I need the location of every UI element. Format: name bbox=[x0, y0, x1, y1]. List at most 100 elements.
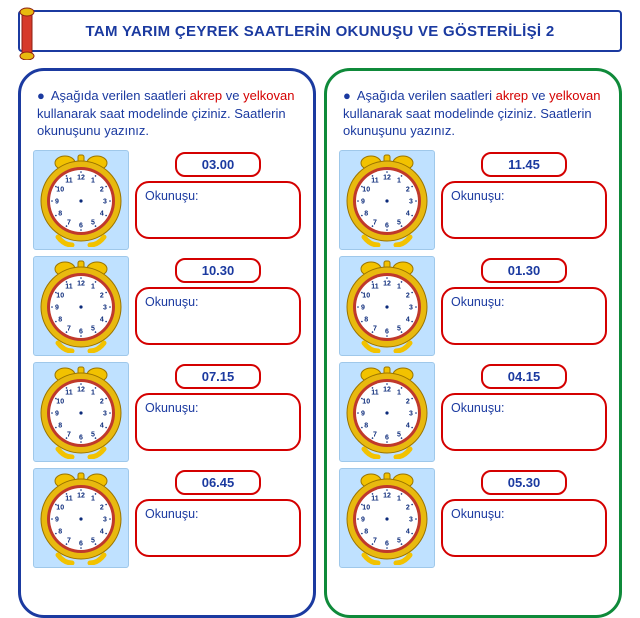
svg-text:9: 9 bbox=[55, 410, 59, 417]
svg-text:4: 4 bbox=[406, 528, 410, 535]
left-instruction: ●Aşağıda verilen saatleri akrep ve yelko… bbox=[37, 87, 297, 140]
svg-text:7: 7 bbox=[373, 325, 377, 332]
bullet-icon: ● bbox=[343, 88, 351, 103]
exercise-fields: 01.30 Okunuşu: bbox=[441, 256, 607, 345]
given-time: 04.15 bbox=[481, 364, 567, 389]
svg-text:11: 11 bbox=[65, 283, 73, 290]
svg-text:2: 2 bbox=[100, 292, 104, 299]
svg-text:12: 12 bbox=[77, 174, 85, 181]
exercise-fields: 10.30 Okunuşu: bbox=[135, 256, 301, 345]
exercise-row: 121234567891011 05.30 Okunuşu: bbox=[339, 468, 607, 568]
svg-text:9: 9 bbox=[361, 410, 365, 417]
okunusu-label: Okunuşu: bbox=[145, 295, 199, 309]
exercise-row: 121234567891011 10.30 Okunuşu: bbox=[33, 256, 301, 356]
okunusu-box[interactable]: Okunuşu: bbox=[135, 499, 301, 557]
okunusu-box[interactable]: Okunuşu: bbox=[135, 181, 301, 239]
given-time: 01.30 bbox=[481, 258, 567, 283]
yelkovan-word: yelkovan bbox=[243, 88, 294, 103]
svg-text:5: 5 bbox=[91, 431, 95, 438]
clock-tile: 121234567891011 bbox=[33, 256, 129, 356]
right-panel: ●Aşağıda verilen saatleri akrep ve yelko… bbox=[324, 68, 622, 618]
okunusu-box[interactable]: Okunuşu: bbox=[441, 181, 607, 239]
svg-text:1: 1 bbox=[397, 495, 401, 502]
okunusu-box[interactable]: Okunuşu: bbox=[441, 287, 607, 345]
svg-text:10: 10 bbox=[362, 504, 370, 511]
svg-text:4: 4 bbox=[100, 528, 104, 535]
svg-text:12: 12 bbox=[383, 174, 391, 181]
svg-text:9: 9 bbox=[55, 304, 59, 311]
title-banner: TAM YARIM ÇEYREK SAATLERİN OKUNUŞU VE GÖ… bbox=[18, 10, 622, 52]
svg-text:10: 10 bbox=[56, 398, 64, 405]
okunusu-box[interactable]: Okunuşu: bbox=[135, 287, 301, 345]
svg-text:10: 10 bbox=[56, 292, 64, 299]
exercise-row: 121234567891011 03.00 Okunuşu: bbox=[33, 150, 301, 250]
okunusu-label: Okunuşu: bbox=[451, 189, 505, 203]
svg-text:7: 7 bbox=[67, 431, 71, 438]
okunusu-box[interactable]: Okunuşu: bbox=[441, 499, 607, 557]
clock-tile: 121234567891011 bbox=[33, 468, 129, 568]
okunusu-label: Okunuşu: bbox=[145, 189, 199, 203]
clock-tile: 121234567891011 bbox=[339, 150, 435, 250]
yelkovan-word: yelkovan bbox=[549, 88, 600, 103]
svg-text:9: 9 bbox=[361, 516, 365, 523]
svg-text:7: 7 bbox=[373, 537, 377, 544]
svg-text:4: 4 bbox=[100, 210, 104, 217]
svg-text:9: 9 bbox=[55, 198, 59, 205]
svg-text:1: 1 bbox=[397, 177, 401, 184]
svg-text:9: 9 bbox=[361, 304, 365, 311]
svg-text:8: 8 bbox=[58, 316, 62, 323]
exercise-fields: 11.45 Okunuşu: bbox=[441, 150, 607, 239]
svg-text:6: 6 bbox=[79, 434, 83, 441]
given-time: 03.00 bbox=[175, 152, 261, 177]
svg-text:12: 12 bbox=[77, 386, 85, 393]
clock-tile: 121234567891011 bbox=[339, 468, 435, 568]
svg-text:2: 2 bbox=[100, 504, 104, 511]
svg-text:10: 10 bbox=[362, 292, 370, 299]
svg-text:11: 11 bbox=[65, 177, 73, 184]
svg-text:11: 11 bbox=[65, 389, 73, 396]
svg-text:12: 12 bbox=[77, 492, 85, 499]
svg-text:6: 6 bbox=[79, 328, 83, 335]
exercise-row: 121234567891011 11.45 Okunuşu: bbox=[339, 150, 607, 250]
okunusu-label: Okunuşu: bbox=[145, 507, 199, 521]
okunusu-box[interactable]: Okunuşu: bbox=[441, 393, 607, 451]
svg-text:10: 10 bbox=[362, 398, 370, 405]
svg-text:7: 7 bbox=[67, 537, 71, 544]
svg-text:6: 6 bbox=[385, 222, 389, 229]
svg-text:5: 5 bbox=[91, 537, 95, 544]
svg-text:6: 6 bbox=[385, 540, 389, 547]
svg-text:1: 1 bbox=[397, 283, 401, 290]
akrep-word: akrep bbox=[496, 88, 529, 103]
svg-text:6: 6 bbox=[385, 434, 389, 441]
exercise-row: 121234567891011 04.15 Okunuşu: bbox=[339, 362, 607, 462]
exercise-row: 121234567891011 01.30 Okunuşu: bbox=[339, 256, 607, 356]
svg-text:11: 11 bbox=[371, 495, 379, 502]
svg-text:11: 11 bbox=[65, 495, 73, 502]
svg-text:5: 5 bbox=[397, 219, 401, 226]
okunusu-box[interactable]: Okunuşu: bbox=[135, 393, 301, 451]
svg-text:5: 5 bbox=[397, 537, 401, 544]
svg-text:10: 10 bbox=[56, 504, 64, 511]
alarm-clock-icon: 121234567891011 bbox=[37, 365, 125, 459]
svg-text:4: 4 bbox=[406, 422, 410, 429]
svg-text:8: 8 bbox=[58, 210, 62, 217]
clock-tile: 121234567891011 bbox=[339, 256, 435, 356]
left-panel: ●Aşağıda verilen saatleri akrep ve yelko… bbox=[18, 68, 316, 618]
svg-text:5: 5 bbox=[91, 219, 95, 226]
svg-text:1: 1 bbox=[91, 177, 95, 184]
svg-text:3: 3 bbox=[103, 304, 107, 311]
svg-text:7: 7 bbox=[373, 219, 377, 226]
alarm-clock-icon: 121234567891011 bbox=[343, 471, 431, 565]
svg-text:11: 11 bbox=[371, 389, 379, 396]
svg-text:3: 3 bbox=[409, 410, 413, 417]
alarm-clock-icon: 121234567891011 bbox=[37, 259, 125, 353]
given-time: 06.45 bbox=[175, 470, 261, 495]
svg-text:8: 8 bbox=[364, 528, 368, 535]
svg-text:11: 11 bbox=[371, 177, 379, 184]
exercise-fields: 04.15 Okunuşu: bbox=[441, 362, 607, 451]
bullet-icon: ● bbox=[37, 88, 45, 103]
svg-text:3: 3 bbox=[409, 516, 413, 523]
svg-text:10: 10 bbox=[56, 186, 64, 193]
svg-text:4: 4 bbox=[406, 210, 410, 217]
exercise-fields: 03.00 Okunuşu: bbox=[135, 150, 301, 239]
